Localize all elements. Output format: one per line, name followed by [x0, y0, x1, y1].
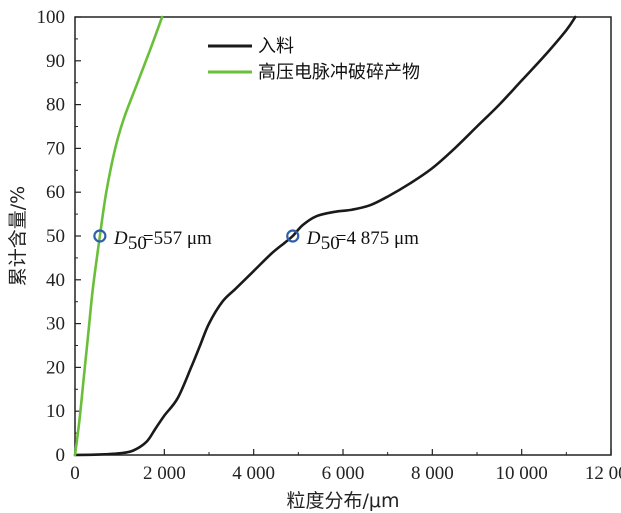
x-tick-label: 8 000	[411, 463, 454, 484]
legend: 入料 高压电脉冲破碎产物	[208, 36, 420, 83]
x-tick-label: 6 000	[322, 463, 365, 484]
y-axis-title: 累计含量/%	[7, 186, 29, 286]
d50-symbol: D	[113, 228, 128, 249]
annotation-layer: D 50=557 μm D 50=4 875 μm	[93, 228, 419, 254]
x-tick-label: 12 000	[585, 463, 621, 484]
d50-subscript: 50	[321, 233, 340, 254]
x-axis-title: 粒度分布/μm	[287, 490, 400, 512]
y-tick-label: 20	[46, 357, 65, 378]
x-tick-label: 2 000	[143, 463, 186, 484]
legend-label-product: 高压电脉冲破碎产物	[258, 62, 420, 83]
d50-subscript: 50	[128, 233, 147, 254]
y-tick-label: 10	[46, 401, 65, 422]
d50-value: =4 875 μm	[336, 228, 419, 249]
y-tick-label: 40	[46, 270, 65, 291]
y-tick-label: 60	[46, 182, 65, 203]
axis-ticks: 0 2 000 4 000 6 000 8 000 10 000 12 000 0 10 20 30…	[37, 7, 621, 484]
y-tick-label: 100	[37, 7, 66, 28]
x-tick-label: 10 000	[496, 463, 548, 484]
y-tick-label: 50	[46, 226, 65, 247]
series-line-product	[73, 15, 164, 457]
y-tick-label: 0	[56, 445, 66, 466]
y-tick-label: 80	[46, 95, 65, 116]
legend-label-feed: 入料	[258, 36, 294, 57]
d50-annotation-product: D 50=557 μm	[113, 228, 212, 254]
x-tick-label: 0	[70, 463, 80, 484]
y-tick-label: 90	[46, 51, 65, 72]
d50-value: =557 μm	[143, 228, 212, 249]
d50-marker	[93, 229, 107, 243]
y-tick-label: 30	[46, 314, 65, 335]
y-tick-label: 70	[46, 138, 65, 159]
d50-marker	[286, 229, 300, 243]
x-tick-label: 4 000	[232, 463, 275, 484]
d50-symbol: D	[306, 228, 321, 249]
d50-annotation-feed: D 50=4 875 μm	[306, 228, 419, 254]
